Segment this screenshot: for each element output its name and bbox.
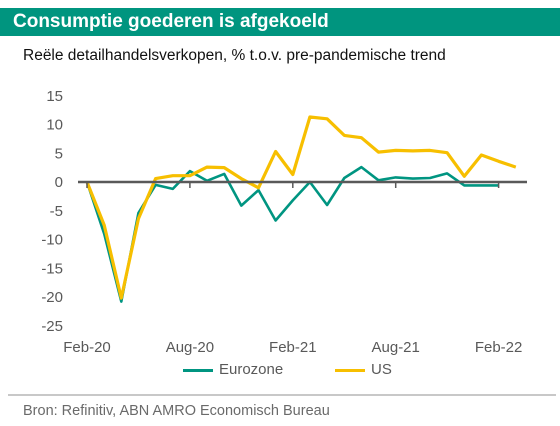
source-note: Bron: Refinitiv, ABN AMRO Economisch Bur… (23, 403, 330, 419)
x-tick-label: Aug-21 (372, 339, 420, 356)
legend-swatch-us (335, 369, 365, 372)
x-tick-label: Feb-20 (63, 339, 111, 356)
y-tick-label: 15 (46, 88, 63, 105)
y-tick-label: -5 (50, 203, 63, 220)
x-axis-tick-labels: Feb-20 Aug-20 Feb-21 Aug-21 Feb-22 (63, 339, 522, 356)
y-tick-label: 0 (55, 174, 63, 191)
x-tick-label: Feb-22 (475, 339, 523, 356)
chart-subtitle: Reële detailhandelsverkopen, % t.o.v. pr… (23, 47, 446, 64)
series-lines (85, 115, 517, 303)
y-tick-label: 10 (46, 117, 63, 134)
x-tick-label: Feb-21 (269, 339, 317, 356)
y-tick-label: -15 (41, 260, 63, 277)
title-bar: Consumptie goederen is afgekoeld (0, 8, 560, 36)
legend: Eurozone US (0, 360, 560, 382)
y-axis-tick-labels: 15 10 5 0 -5 -10 -15 -20 -25 (41, 88, 63, 335)
page-title: Consumptie goederen is afgekoeld (13, 11, 329, 32)
x-tick-label: Aug-20 (166, 339, 214, 356)
y-tick-label: 5 (55, 145, 63, 162)
legend-label-us: US (371, 361, 392, 378)
series-line-us (85, 115, 517, 300)
legend-swatch-eurozone (183, 369, 213, 372)
x-axis-tick-marks (86, 182, 500, 188)
y-tick-label: -25 (41, 318, 63, 335)
legend-label-eurozone: Eurozone (219, 361, 284, 378)
y-tick-label: -10 (41, 232, 63, 249)
y-tick-label: -20 (41, 289, 63, 306)
series-line-eurozone (85, 165, 499, 303)
footer-divider (8, 394, 556, 396)
